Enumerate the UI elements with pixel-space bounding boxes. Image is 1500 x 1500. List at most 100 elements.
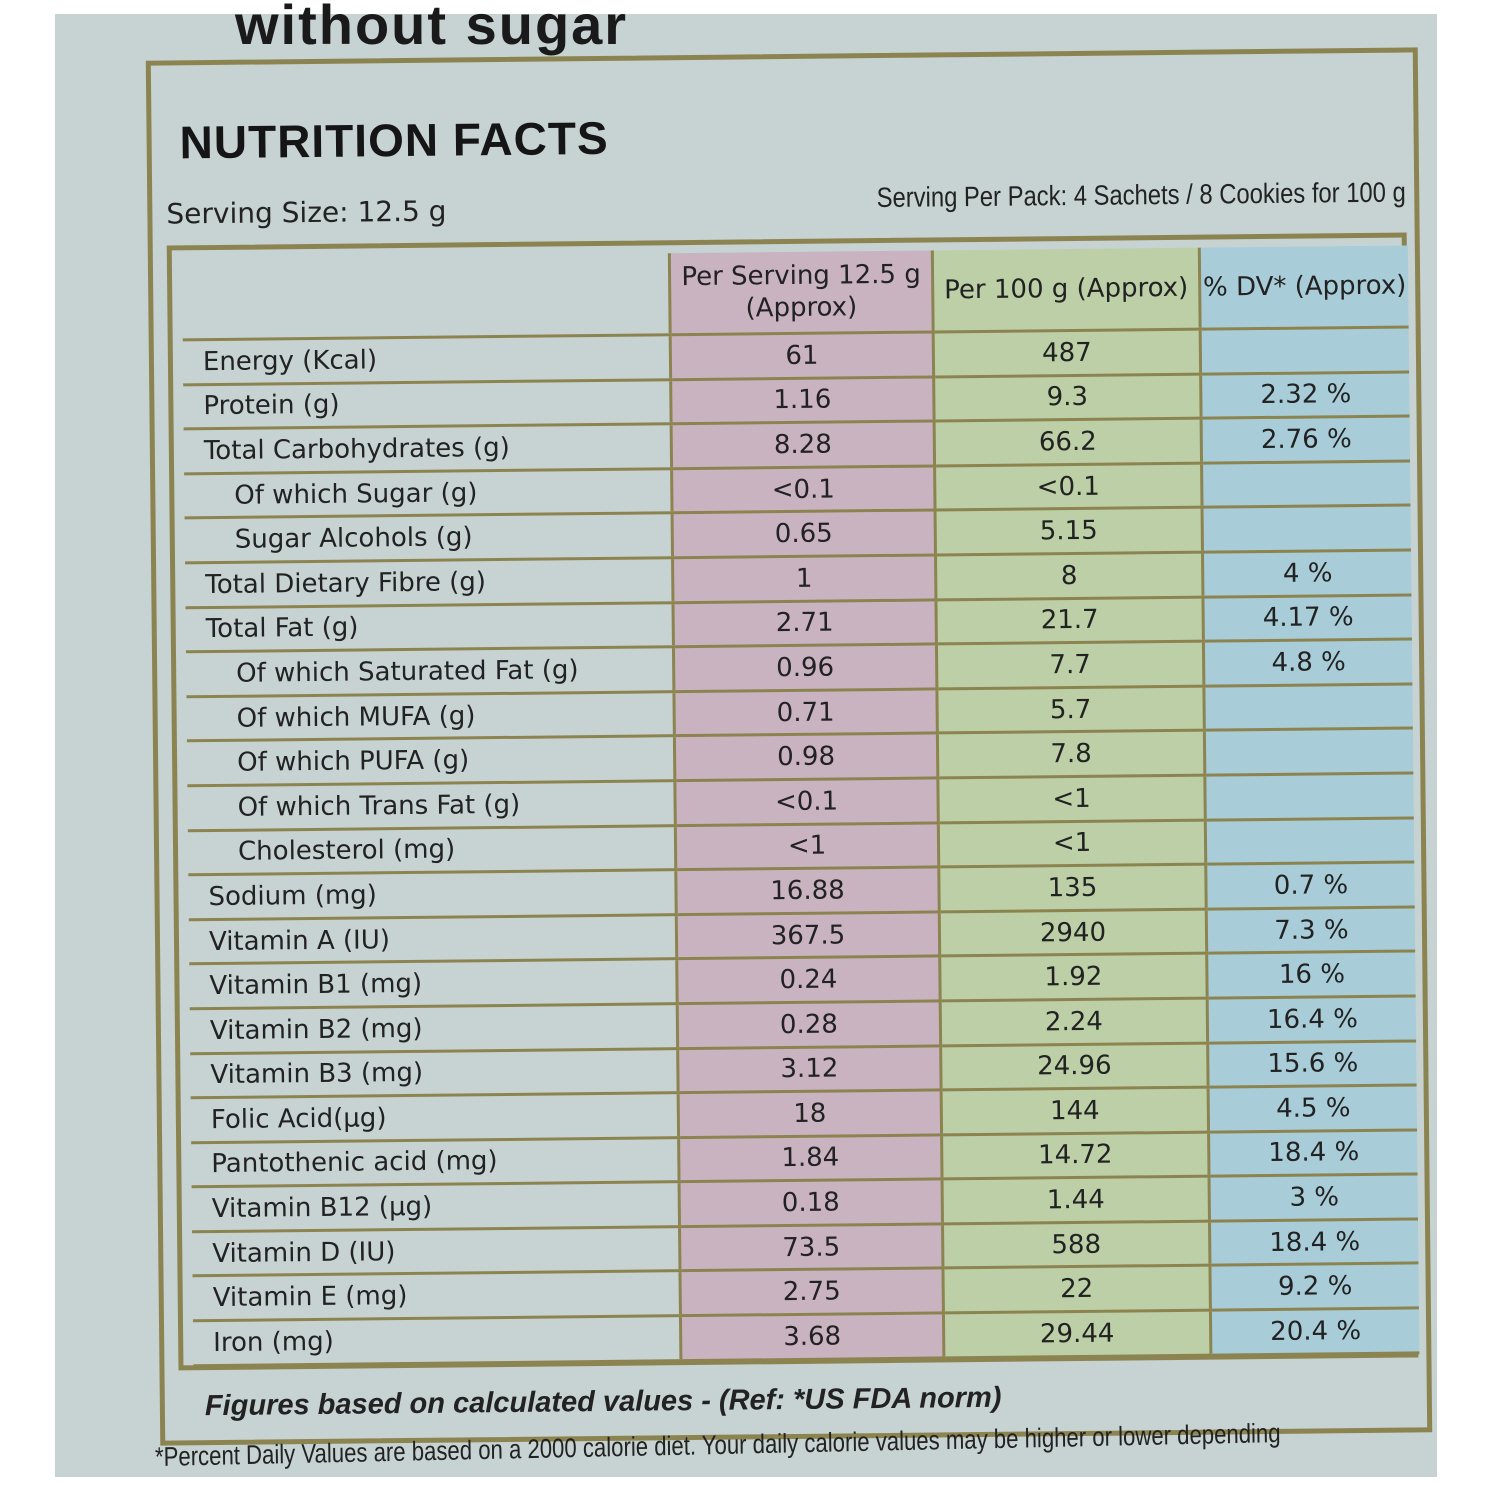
per-serving-value: 0.24: [676, 956, 941, 1004]
nutrient-label: Vitamin B3 (mg): [190, 1048, 679, 1098]
nutrient-label: Energy (Kcal): [182, 334, 671, 385]
per-serving-value: 16.88: [675, 867, 940, 915]
dv-value: 0.7 %: [1205, 862, 1415, 909]
column-header-per-100g: Per 100 g (Approx): [932, 247, 1201, 332]
per-serving-value: 0.65: [672, 510, 936, 558]
per-100g-value: 5.15: [935, 507, 1203, 555]
dv-value: [1204, 772, 1414, 820]
nutrient-label: Cholesterol (mg): [187, 825, 676, 875]
nutrient-label: Of which Trans Fat (g): [187, 780, 676, 831]
dv-value: 15.6 %: [1207, 1040, 1417, 1088]
per-100g-value: 7.8: [937, 730, 1205, 778]
per-serving-value: 73.5: [679, 1223, 943, 1272]
dv-value: 2.76 %: [1201, 416, 1411, 463]
nutrition-panel: NUTRITION FACTS Serving Size: 12.5 g Ser…: [145, 47, 1433, 1446]
banner-fragment: without sugar: [235, 0, 629, 56]
dv-value: 4.8 %: [1203, 639, 1413, 686]
dv-value: 16.4 %: [1207, 995, 1417, 1043]
per-100g-value: <1: [937, 775, 1206, 823]
per-100g-value: 9.3: [933, 373, 1202, 422]
dv-value: 4.5 %: [1208, 1085, 1418, 1132]
nutrient-label: Protein (g): [183, 379, 672, 430]
dv-value: 7.3 %: [1206, 906, 1416, 954]
per-100g-value: 2.24: [940, 998, 1208, 1046]
per-100g-value: 66.2: [934, 418, 1202, 466]
footnote-reference: Figures based on calculated values - (Re…: [204, 1381, 1002, 1423]
per-serving-value: 61: [670, 331, 934, 380]
table-header-row: Per Serving 12.5 g (Approx) Per 100 g (A…: [181, 245, 1409, 340]
per-serving-value: 3.68: [680, 1312, 944, 1361]
per-100g-value: 2940: [939, 908, 1207, 957]
nutrient-label: Of which PUFA (g): [186, 736, 675, 786]
per-100g-value: 135: [938, 864, 1207, 912]
per-serving-value: 1.84: [678, 1134, 943, 1182]
dv-value: 2.32 %: [1200, 371, 1410, 419]
per-100g-value: 29.44: [943, 1310, 1211, 1358]
nutrient-label: Sodium (mg): [188, 869, 677, 920]
per-serving-value: <0.1: [674, 777, 939, 826]
nutrient-label: Vitamin B12 (µg): [191, 1181, 680, 1232]
per-serving-value: 367.5: [676, 911, 940, 959]
dv-value: [1200, 326, 1410, 374]
per-serving-value: 18: [678, 1090, 942, 1138]
dv-value: 3 %: [1209, 1174, 1418, 1221]
per-serving-value: 0.96: [673, 644, 937, 692]
per-100g-value: 5.7: [936, 685, 1205, 734]
nutrient-label: Pantothenic acid (mg): [191, 1137, 680, 1188]
per-100g-value: <0.1: [934, 462, 1203, 511]
serving-size: Serving Size: 12.5 g: [166, 194, 447, 231]
nutrient-label: Vitamin E (mg): [192, 1271, 681, 1321]
per-serving-value: <0.1: [671, 465, 936, 514]
per-100g-value: 1.92: [939, 953, 1208, 1001]
per-100g-value: 22: [942, 1265, 1211, 1313]
per-serving-value: 0.98: [674, 733, 938, 781]
per-100g-value: 588: [942, 1220, 1210, 1269]
per-serving-value: 0.18: [679, 1179, 943, 1227]
dv-value: 18.4 %: [1209, 1218, 1419, 1266]
dv-value: [1201, 460, 1411, 508]
nutrient-label: Vitamin D (IU): [192, 1226, 680, 1277]
dv-value: [1203, 683, 1413, 731]
nutrient-label: Total Dietary Fibre (g): [185, 557, 673, 608]
serving-per-pack: Serving Per Pack: 4 Sachets / 8 Cookies …: [876, 176, 1407, 214]
dv-value: 18.4 %: [1208, 1129, 1418, 1177]
nutrient-label: Vitamin B2 (mg): [189, 1003, 678, 1054]
per-100g-value: 1.44: [942, 1176, 1210, 1224]
dv-value: 16 %: [1206, 951, 1416, 999]
dv-value: 9.2 %: [1209, 1263, 1419, 1311]
nutrient-label: Of which MUFA (g): [186, 691, 675, 742]
per-100g-value: <1: [938, 819, 1206, 868]
nutrient-label: Total Fat (g): [185, 602, 674, 652]
per-100g-value: 7.7: [936, 641, 1204, 689]
per-100g-value: 14.72: [941, 1131, 1210, 1180]
nutrient-label: Iron (mg): [192, 1315, 681, 1366]
dv-value: 20.4 %: [1210, 1307, 1420, 1355]
per-serving-value: 0.71: [673, 688, 938, 737]
dv-value: 4 %: [1202, 549, 1412, 597]
per-serving-value: <1: [675, 822, 939, 870]
per-100g-value: 144: [941, 1087, 1209, 1135]
nutrient-label: Of which Sugar (g): [184, 468, 673, 519]
per-serving-value: 8.28: [671, 421, 935, 469]
page-title: NUTRITION FACTS: [179, 111, 609, 169]
per-100g-value: 487: [933, 329, 1201, 377]
per-serving-value: 2.75: [679, 1268, 944, 1316]
nutrient-label: Of which Saturated Fat (g): [185, 646, 674, 697]
nutrient-label: Vitamin A (IU): [188, 914, 677, 965]
dv-value: [1204, 728, 1414, 776]
nutrient-label: Total Carbohydrates (g): [183, 423, 672, 474]
nutrient-label: Vitamin B1 (mg): [189, 958, 678, 1009]
per-100g-value: 21.7: [935, 596, 1204, 645]
per-serving-value: 2.71: [672, 599, 937, 647]
column-header-dv: % DV* (Approx): [1199, 245, 1409, 330]
dv-value: [1205, 817, 1415, 865]
per-serving-value: 1.16: [670, 376, 935, 424]
dv-value: [1202, 505, 1411, 553]
per-serving-value: 3.12: [677, 1045, 942, 1093]
dv-value: 4.17 %: [1202, 594, 1412, 642]
label-photo: without sugar NUTRITION FACTS Serving Si…: [55, 0, 1437, 1477]
per-100g-value: 24.96: [940, 1042, 1209, 1091]
per-100g-value: 8: [935, 552, 1203, 600]
nutrient-label: Folic Acid(µg): [190, 1092, 679, 1143]
nutrition-table-box: Per Serving 12.5 g (Approx) Per 100 g (A…: [166, 232, 1420, 1371]
